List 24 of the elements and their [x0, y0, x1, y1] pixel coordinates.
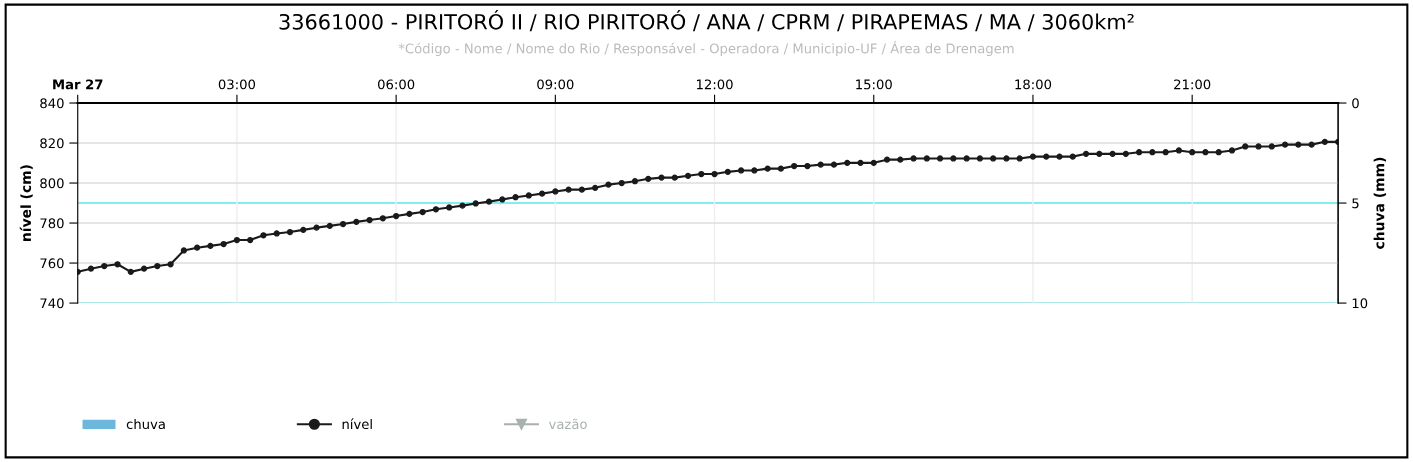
legend-label: nível — [342, 418, 372, 430]
chart-title: 33661000 - PIRITORÓ II / RIO PIRITORÓ / ANA / CPRM / PIRAPEMAS / MA / 3060km² — [279, 10, 1134, 32]
y2-axis-title: chuva (mm) — [1373, 157, 1387, 249]
y-axis-title: nível (cm) — [19, 165, 33, 241]
x-tick-label: 09:00 — [537, 79, 574, 90]
x-tick-label: 12:00 — [696, 79, 733, 90]
y-tick-label: 780 — [40, 218, 64, 229]
legend-label: chuva — [126, 418, 165, 430]
x-tick-label: 06:00 — [377, 79, 415, 90]
x-tick-label: Mar 27 — [53, 79, 103, 90]
x-tick-label: 15:00 — [856, 79, 892, 90]
y2-tick-label: 0 — [1352, 98, 1359, 109]
x-tick-label: 03:00 — [218, 79, 256, 90]
y2-tick-label: 10 — [1352, 298, 1368, 309]
y2-tick-label: 5 — [1352, 198, 1359, 209]
legend-label: vazão — [548, 418, 587, 430]
y-tick-label: 760 — [40, 258, 64, 269]
y-tick-label: 820 — [40, 138, 64, 149]
x-tick-label: 18:00 — [1015, 79, 1052, 90]
y-tick-label: 840 — [40, 98, 64, 109]
x-tick-label: 21:00 — [1174, 79, 1211, 90]
y-tick-label: 740 — [40, 298, 64, 309]
y-tick-label: 800 — [40, 178, 64, 189]
chart-subtitle: *Código - Nome / Nome do Rio / Responsável - Operadora / Municipio-UF / Área de Drenagem — [398, 41, 1014, 56]
